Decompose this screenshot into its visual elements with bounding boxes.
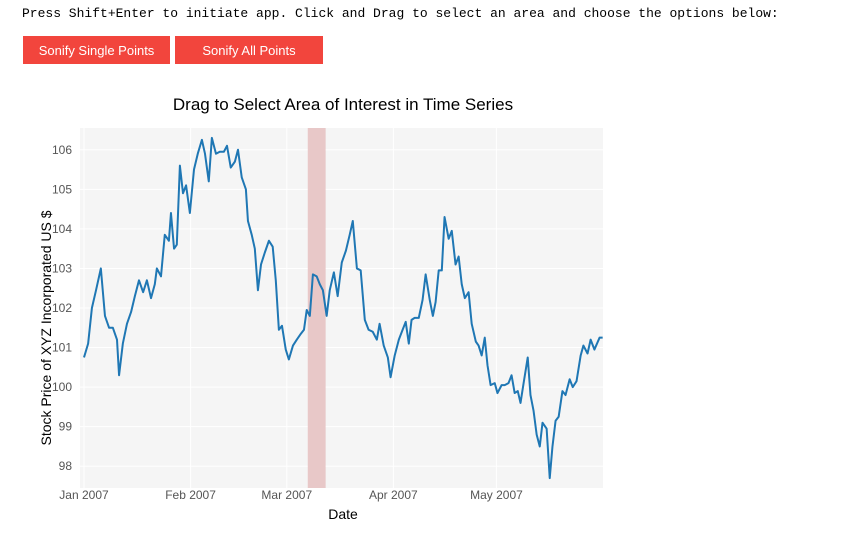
chart[interactable]: Drag to Select Area of Interest in Time …	[0, 80, 867, 539]
data-line	[83, 136, 603, 480]
chart-title: Drag to Select Area of Interest in Time …	[173, 95, 513, 114]
y-tick-label: 103	[52, 261, 72, 275]
x-axis-label: Date	[328, 506, 358, 522]
selection-region	[307, 128, 326, 488]
y-tick-label: 100	[52, 380, 72, 394]
y-tick-label: 105	[52, 182, 72, 196]
sonify-all-button[interactable]: Sonify All Points	[175, 36, 323, 64]
x-tick-label: Apr 2007	[369, 488, 418, 502]
y-axis-label: Stock Price of XYZ Incorporated US $	[38, 210, 54, 445]
sonify-single-button[interactable]: Sonify Single Points	[23, 36, 170, 64]
y-tick-label: 98	[59, 459, 73, 473]
x-tick-label: Mar 2007	[261, 488, 312, 502]
y-tick-label: 102	[52, 301, 72, 315]
y-tick-label: 104	[52, 222, 72, 236]
y-tick-label: 99	[59, 420, 73, 434]
y-tick-label: 106	[52, 143, 72, 157]
x-tick-label: Jan 2007	[59, 488, 109, 502]
x-tick-label: May 2007	[470, 488, 523, 502]
instruction: Press Shift+Enter to initiate app. Click…	[22, 6, 779, 21]
x-tick-label: Feb 2007	[165, 488, 216, 502]
y-tick-label: 101	[52, 341, 72, 355]
